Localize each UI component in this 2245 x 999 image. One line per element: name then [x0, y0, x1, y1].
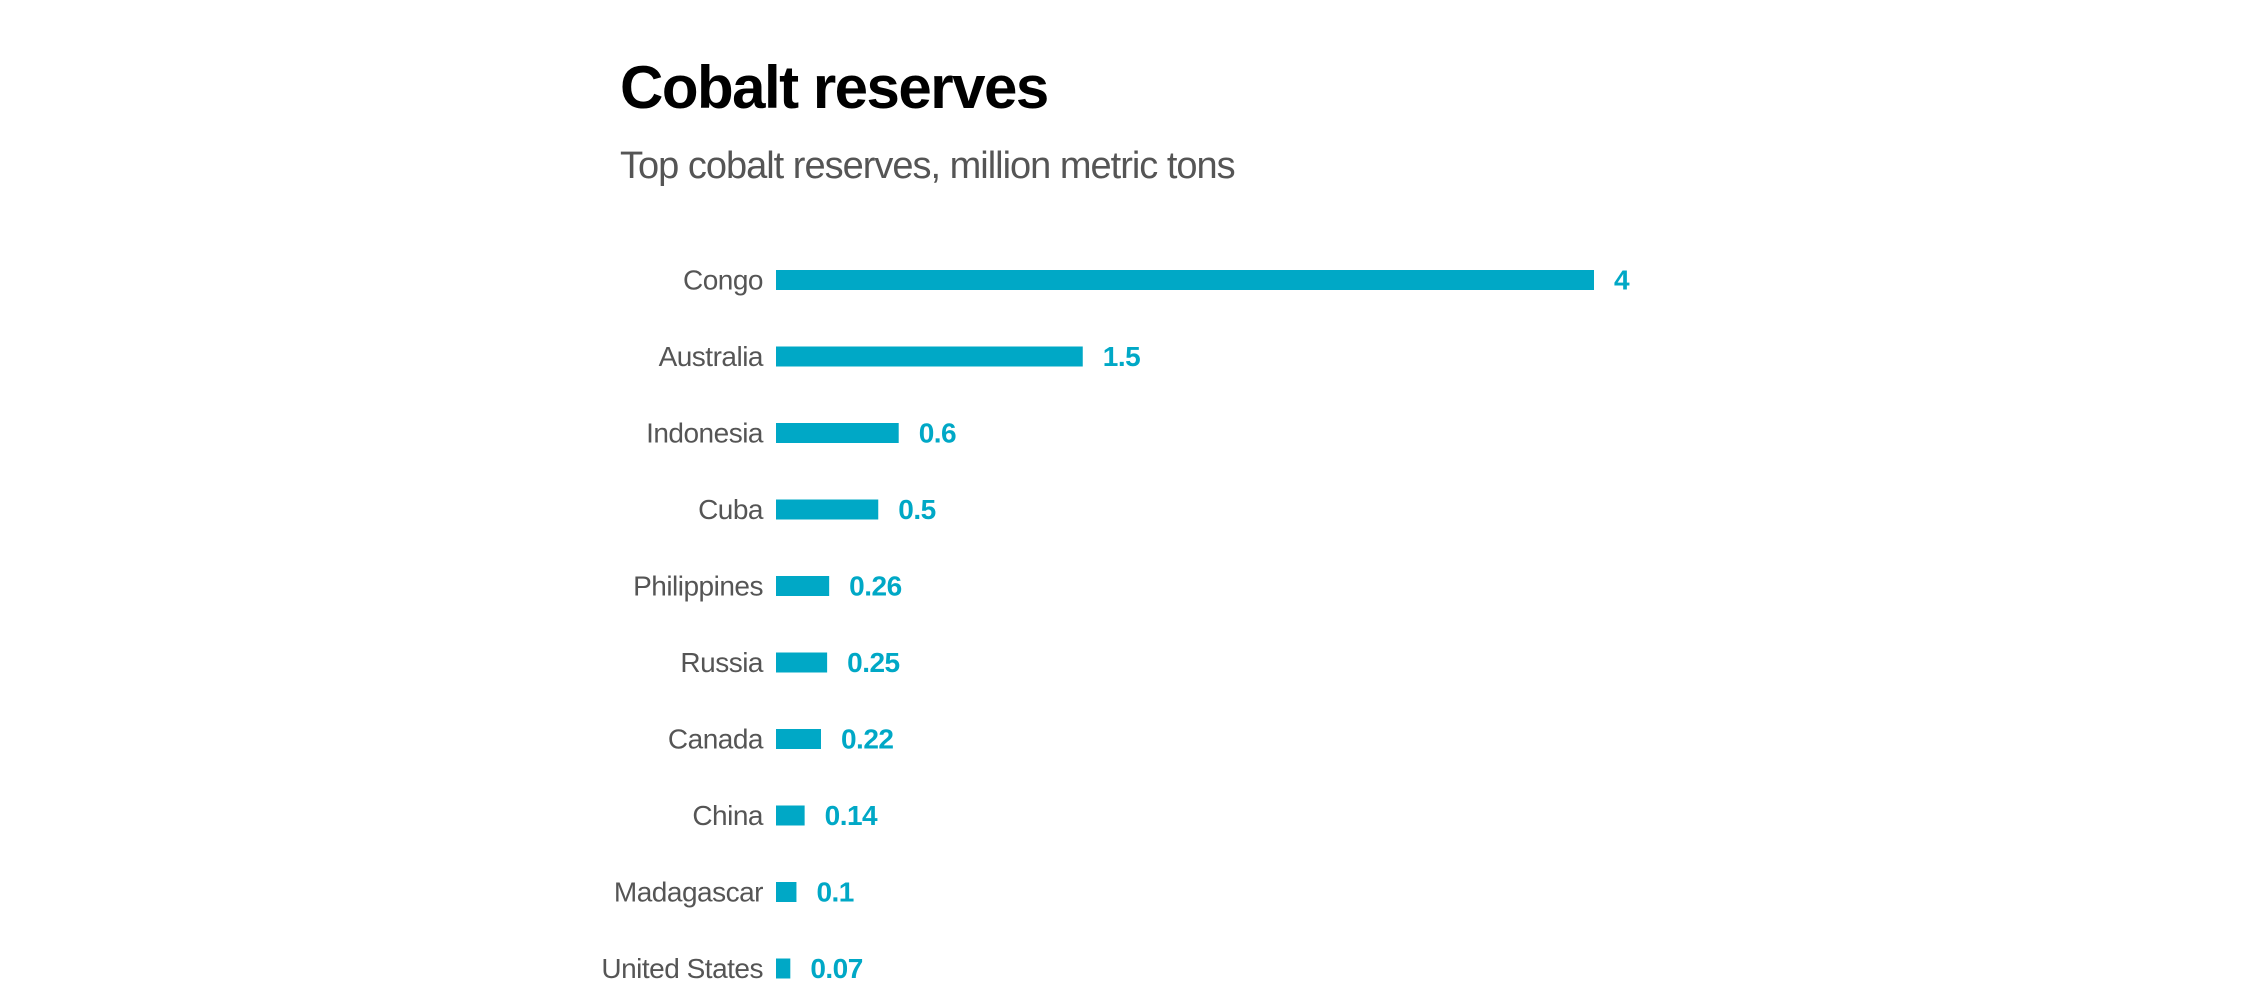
value-label: 0.07 [810, 953, 863, 984]
bar-row: Australia 1.5 [659, 341, 1141, 372]
bar-row: Madagascar 0.1 [614, 877, 854, 908]
bar-row: United States 0.07 [601, 953, 863, 984]
category-label: Philippines [633, 571, 763, 602]
value-label: 0.14 [825, 800, 878, 831]
bar-row: Russia 0.25 [680, 647, 900, 678]
value-label: 0.22 [841, 724, 894, 755]
value-label: 0.25 [847, 647, 900, 678]
bar [776, 270, 1594, 290]
value-label: 0.26 [849, 571, 902, 602]
chart-container: Cobalt reserves Top cobalt reserves, mil… [601, 45, 1720, 985]
bar [776, 729, 821, 749]
value-label: 4 [1614, 265, 1630, 296]
value-label: 1.5 [1103, 341, 1140, 372]
category-label: United States [601, 953, 763, 984]
chart-subtitle: Top cobalt reserves, million metric tons [620, 145, 1236, 187]
category-label: Madagascar [614, 877, 763, 908]
bar-chart: Congo 4 Australia 1.5 Indonesia 0.6 Cuba 0.5 Phi… [601, 265, 1631, 985]
value-label: 0.5 [898, 494, 935, 525]
bar [776, 346, 1083, 367]
value-label: 0.1 [816, 877, 853, 908]
value-label: 0.6 [919, 418, 956, 449]
bar-row: Congo 4 [683, 265, 1631, 296]
bar [776, 423, 899, 443]
category-label: Russia [680, 647, 764, 678]
category-label: China [692, 800, 764, 831]
category-label: Cuba [698, 494, 764, 525]
chart-title: Cobalt reserves [620, 54, 1049, 121]
bar-row: Canada 0.22 [668, 724, 894, 755]
category-label: Australia [659, 341, 764, 372]
bar [776, 882, 797, 902]
bar [776, 576, 830, 596]
bar [776, 652, 828, 673]
bar-row: Cuba 0.5 [698, 494, 936, 525]
bar-row: Philippines 0.26 [633, 571, 902, 602]
category-label: Congo [683, 265, 763, 296]
bar-row: China 0.14 [692, 800, 878, 831]
category-label: Canada [668, 724, 764, 755]
bar [776, 805, 805, 826]
bar [776, 499, 879, 520]
bar [776, 958, 791, 979]
bar-row: Indonesia 0.6 [646, 418, 957, 449]
category-label: Indonesia [646, 418, 764, 449]
